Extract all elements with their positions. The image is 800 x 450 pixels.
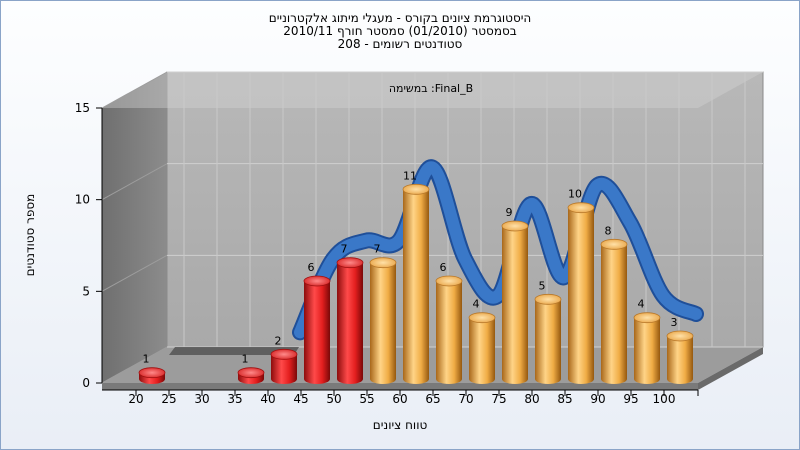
side-gridline [101,163,168,201]
bar-top [633,312,661,324]
bars [138,183,694,384]
bar-top [534,293,562,305]
floor [102,347,763,383]
bar-body [370,262,396,384]
x-tick-label: 60 [392,392,407,406]
side-gridline [101,254,168,292]
bar-top [237,367,265,379]
bar-body [634,317,660,384]
bar-top [600,238,628,250]
bar [336,257,364,384]
bar-value-label: 7 [374,243,381,256]
bar [270,348,298,384]
bar [402,183,430,384]
bar-top [138,367,166,379]
annotation-label: במשימה :Final_B [389,82,473,95]
bar-body [601,244,627,384]
bar-body [403,189,429,384]
bar-value-label: 6 [308,261,315,274]
bar-body [271,354,297,384]
bar-value-label: 4 [473,298,480,311]
top-rim [102,72,763,108]
bar-value-label: 8 [605,224,612,237]
bar-value-label: 6 [440,261,447,274]
bar [534,293,562,384]
bar-value-label: 10 [568,188,582,201]
bar-value-label: 2 [275,334,282,347]
bar-value-label: 3 [671,316,678,329]
x-tick-label: 30 [194,392,209,406]
x-tick-label: 100 [653,392,676,406]
bar-value-label: 1 [143,353,150,366]
bar [369,257,397,384]
x-tick-label: 70 [458,392,473,406]
bar-top [435,275,463,287]
x-tick-label: 45 [293,392,308,406]
bar-body [535,299,561,384]
x-tick-label: 85 [557,392,572,406]
bar-top [336,257,364,269]
bar-value-label: 5 [539,279,546,292]
bar-body [667,336,693,384]
x-tick-label: 50 [326,392,341,406]
bar-body [568,207,594,384]
x-axis-label: טווח ציונים [372,418,428,432]
side-gridline [101,346,168,384]
bar-value-label: 4 [638,298,645,311]
bar [435,275,463,384]
bar-body [337,262,363,384]
bar-value-label: 1 [242,353,249,366]
trend-shadow [169,347,299,355]
bar-top [369,257,397,269]
bar-body [502,226,528,384]
bar-body [469,317,495,384]
gridlines [101,71,763,384]
bar [666,330,694,384]
bar-body [304,281,330,384]
bar-top [303,275,331,287]
y-tick-label: 15 [75,101,90,115]
side-gridline [101,71,168,109]
x-tick-label: 65 [425,392,440,406]
bar-top [501,220,529,232]
bar [501,220,529,384]
bar-top [270,348,298,360]
bar [237,367,265,384]
bar-value-label: 7 [341,243,348,256]
x-tick-label: 35 [227,392,242,406]
x-tick-label: 95 [623,392,638,406]
x-tick-label: 90 [590,392,605,406]
bar [468,312,496,384]
bar [600,238,628,384]
bar [138,367,166,384]
y-tick-label: 5 [82,284,90,298]
bar-value-label: 11 [403,169,417,182]
chart-title-line-2: בסמסטר (01/2010) סמסטר חורף 2010/11 [283,24,517,38]
bar-body [436,281,462,384]
x-tick-label: 20 [128,392,143,406]
bar-top [468,312,496,324]
bar [633,312,661,384]
bar [567,202,595,384]
bar-top [402,183,430,195]
bar-top [666,330,694,342]
bar [303,275,331,384]
chart-title-line-3: סטודנטים רשומים - 208 [337,37,463,51]
x-tick-label: 55 [359,392,374,406]
y-tick-label: 10 [75,193,90,207]
x-tick-label: 40 [260,392,275,406]
floor-side-edge [698,347,763,390]
bar-value-label: 9 [506,206,513,219]
x-tick-label: 75 [491,392,506,406]
x-tick-label: 80 [524,392,539,406]
floor-front-edge [102,383,698,390]
y-tick-label: 0 [82,376,90,390]
left-wall [102,72,167,383]
x-tick-label: 25 [161,392,176,406]
bar-top [567,202,595,214]
chart-title-line-1: היסטוגרמת ציונים בקורס - מעגלי מיתוג אלק… [268,11,532,25]
